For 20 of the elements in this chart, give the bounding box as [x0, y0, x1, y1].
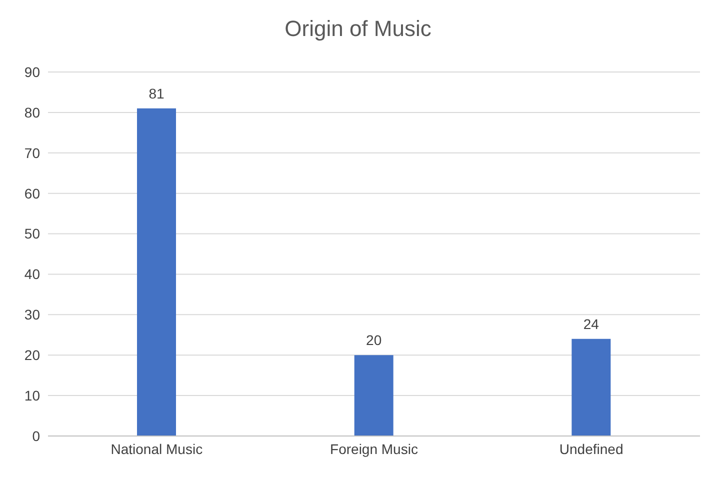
y-tick-label: 60 [24, 185, 40, 202]
data-label: 20 [366, 332, 382, 348]
x-tick-label: Undefined [559, 440, 624, 457]
y-tick-label: 40 [24, 266, 40, 282]
data-label: 24 [583, 316, 600, 332]
data-label: 81 [148, 85, 164, 102]
x-tick-label: Foreign Music [330, 440, 418, 457]
y-tick-label: 20 [24, 347, 40, 364]
x-tick-label: National Music [110, 440, 203, 457]
bar [137, 108, 176, 436]
y-tick-label: 30 [24, 306, 40, 323]
y-tick-label: 90 [24, 64, 40, 80]
y-tick-label: 0 [32, 428, 40, 444]
chart-title: Origin of Music [284, 15, 432, 43]
y-tick-label: 10 [24, 388, 40, 404]
bar [572, 338, 611, 436]
y-tick-label: 70 [24, 144, 40, 161]
bar [354, 355, 394, 436]
y-tick-label: 80 [24, 104, 40, 120]
y-tick-label: 50 [24, 226, 40, 242]
